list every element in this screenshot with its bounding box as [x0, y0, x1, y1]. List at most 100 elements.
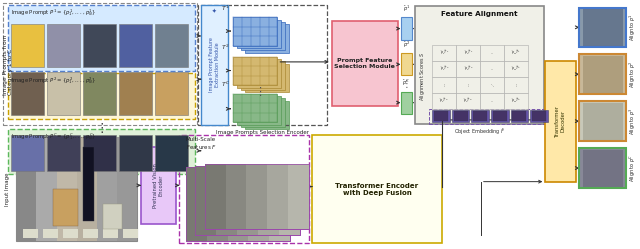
Bar [493, 111, 507, 121]
Bar [237, 166, 258, 235]
Text: Align to $p^1$: Align to $p^1$ [628, 14, 638, 41]
Bar [312, 135, 442, 243]
Text: Pretrained Vision
Encoder: Pretrained Vision Encoder [153, 163, 164, 208]
Bar [120, 135, 152, 171]
Bar [186, 167, 290, 241]
Bar [491, 110, 509, 123]
Bar [83, 147, 94, 221]
Bar [233, 17, 277, 46]
Bar [195, 166, 300, 235]
Bar [504, 45, 528, 61]
Text: ...: ... [490, 51, 494, 55]
Bar [480, 77, 504, 93]
Bar [97, 137, 116, 241]
Bar [63, 229, 78, 239]
Bar [480, 61, 504, 77]
Bar [179, 135, 309, 243]
Text: $\hat{p}^1$: $\hat{p}^1$ [403, 3, 410, 14]
Bar [198, 5, 327, 125]
Bar [3, 3, 197, 125]
Bar [452, 110, 470, 123]
Text: ⋮: ⋮ [515, 83, 518, 87]
Bar [195, 166, 300, 235]
Bar [545, 61, 575, 182]
Bar [233, 94, 277, 123]
Bar [582, 9, 623, 46]
Bar [156, 135, 188, 171]
Bar [103, 204, 122, 229]
Text: ⋮: ⋮ [95, 122, 108, 135]
Bar [205, 164, 309, 229]
Text: $\hat{p}_2\hat{T}^C$: $\hat{p}_2\hat{T}^C$ [463, 96, 473, 105]
Bar [532, 111, 546, 121]
Bar [12, 24, 44, 67]
Bar [36, 137, 56, 241]
Text: Image Prompts from
Category 1 to C: Image Prompts from Category 1 to C [3, 34, 13, 95]
Text: Image Prompt $P^1 = \{p^1_1,...,p^1_N\}$: Image Prompt $P^1 = \{p^1_1,...,p^1_N\}$ [12, 7, 97, 18]
Bar [83, 24, 116, 67]
Text: $\hat{p}^C$: $\hat{p}^C$ [403, 77, 410, 88]
Bar [77, 137, 97, 241]
Text: Align to $p^C$: Align to $p^C$ [628, 154, 638, 182]
Bar [269, 167, 290, 241]
Bar [201, 5, 227, 125]
Bar [429, 109, 562, 124]
Bar [47, 72, 80, 115]
Text: Input Image: Input Image [5, 172, 10, 206]
Bar [8, 128, 195, 174]
Bar [241, 62, 285, 90]
Bar [156, 72, 188, 115]
Bar [434, 111, 448, 121]
Text: ⋱: ⋱ [490, 83, 494, 87]
Text: $\hat{p}_M\hat{T}^2$: $\hat{p}_M\hat{T}^2$ [511, 64, 521, 73]
Bar [401, 92, 412, 114]
Bar [268, 164, 288, 229]
Bar [8, 5, 195, 70]
Bar [432, 110, 450, 123]
Bar [332, 21, 398, 106]
Text: Object Embedding $\hat{F}$: Object Embedding $\hat{F}$ [454, 126, 505, 137]
Bar [23, 229, 38, 239]
Bar [207, 167, 227, 241]
Bar [288, 164, 309, 229]
Bar [456, 45, 480, 61]
Bar [226, 164, 246, 229]
Bar [120, 72, 152, 115]
Bar [248, 167, 269, 241]
Bar [582, 150, 623, 187]
Bar [116, 137, 136, 241]
Bar [244, 24, 289, 53]
Text: $\hat{p}_1\hat{T}^1$: $\hat{p}_1\hat{T}^1$ [440, 48, 449, 57]
Text: Image Prompt $P^C = \{p^C_1,...,p^C_N\}$: Image Prompt $P^C = \{p^C_1,...,p^C_N\}$ [12, 131, 97, 142]
Bar [244, 101, 289, 129]
Text: Transformer
Decoder: Transformer Decoder [555, 105, 566, 137]
Text: Alignment Scores $S$: Alignment Scores $S$ [417, 52, 427, 101]
Bar [472, 110, 489, 123]
Bar [186, 167, 207, 241]
Bar [12, 135, 44, 171]
Bar [504, 77, 528, 93]
Text: Align to $p^3$: Align to $p^3$ [628, 107, 638, 135]
Text: ⋮: ⋮ [401, 78, 411, 88]
Bar [456, 93, 480, 109]
Text: $\hat{p}_1\hat{T}^C$: $\hat{p}_1\hat{T}^C$ [439, 96, 449, 105]
Bar [432, 45, 456, 61]
Bar [258, 166, 278, 235]
Bar [237, 20, 281, 48]
Bar [43, 229, 58, 239]
Text: ...: ... [490, 99, 494, 103]
Bar [244, 64, 289, 92]
Text: Image Prompts Selection Encoder: Image Prompts Selection Encoder [216, 130, 309, 135]
Text: $\hat{p}_M\hat{T}^1$: $\hat{p}_M\hat{T}^1$ [511, 48, 521, 57]
Bar [473, 111, 487, 121]
Bar [401, 17, 412, 40]
Bar [123, 229, 138, 239]
Bar [456, 77, 480, 93]
Bar [278, 166, 300, 235]
Bar [415, 6, 544, 124]
Text: $T^1$: $T^1$ [221, 3, 230, 12]
Text: Align to $p^2$: Align to $p^2$ [628, 61, 638, 88]
Text: Multi-Scale
Features $F$: Multi-Scale Features $F$ [186, 137, 217, 151]
Text: Image Prompt $P^2 = \{p^2_1,...,p^2_N\}$: Image Prompt $P^2 = \{p^2_1,...,p^2_N\}$ [12, 75, 97, 86]
Text: $\hat{p}_M\hat{T}^C$: $\hat{p}_M\hat{T}^C$ [511, 96, 522, 105]
